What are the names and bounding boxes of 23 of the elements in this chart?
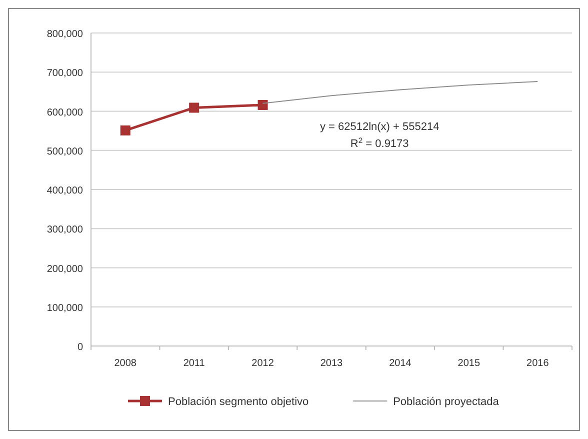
y-tick-label: 300,000 xyxy=(46,224,84,236)
point xyxy=(258,100,268,110)
x-tick-label: 2013 xyxy=(320,358,344,369)
point xyxy=(120,125,130,136)
y-tick-label: 100,000 xyxy=(46,302,84,314)
y-tick-label: 400,000 xyxy=(46,186,84,196)
x-tick-label: 2012 xyxy=(252,358,274,369)
y-tick-label: 200,000 xyxy=(46,264,84,275)
x-tick-label: 2014 xyxy=(389,358,412,369)
legend-label: Población segmento objetivo xyxy=(168,396,309,408)
y-tick-label: 0 xyxy=(77,342,84,353)
annotation: R$^{2}$ = 0.9173 xyxy=(350,136,409,150)
y-tick-label: 500,000 xyxy=(46,146,84,158)
point xyxy=(189,102,200,113)
y-tick-label: 700,000 xyxy=(46,68,84,80)
x-tick-label: 2011 xyxy=(183,358,206,369)
x-tick-label: 2015 xyxy=(458,358,480,369)
x-tick-label: 2008 xyxy=(114,358,137,369)
legend-label: Población proyectada xyxy=(393,396,500,408)
x-tick-label: 2016 xyxy=(526,358,550,369)
annotation: y = 62512ln(x) + 555214 xyxy=(320,121,440,134)
y-tick-label: 600,000 xyxy=(46,107,84,118)
y-tick-label: 800,000 xyxy=(46,29,84,40)
